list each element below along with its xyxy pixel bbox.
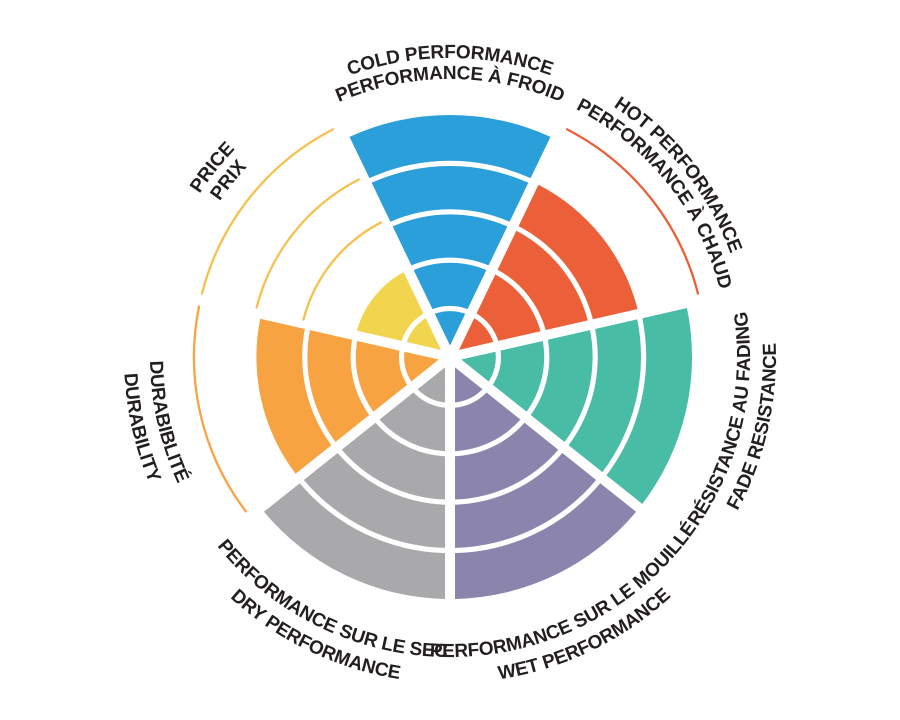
price-ring-4-outline-arc — [255, 178, 360, 309]
price-ring-2-filled — [356, 272, 424, 341]
hot-ring-4-filled — [518, 184, 638, 320]
fade-ring-4-filled — [568, 319, 642, 473]
wet-ring-1-filled — [455, 367, 483, 403]
dry-ring-5-filled — [263, 483, 445, 599]
cold-ring-1-filled — [434, 311, 466, 346]
durability-ring-1-filled — [404, 351, 439, 382]
hot-ring-1-filled — [459, 318, 494, 350]
wet-ring-2-filled — [455, 392, 521, 452]
fade-ring-3-filled — [530, 330, 593, 442]
cold-ring-3-filled — [392, 214, 508, 266]
wet-ring-5-filled — [455, 483, 637, 599]
durability-ring-5-outline-arc — [192, 305, 247, 513]
wet-ring-4-filled — [455, 453, 597, 548]
wet-ring-3-filled — [455, 422, 559, 500]
durability-ring-4-filled — [256, 318, 332, 474]
durability-ring-2-filled — [355, 340, 408, 412]
price-ring-3-outline-arc — [302, 221, 382, 321]
dry-ring-2-filled — [379, 392, 445, 452]
cold-ring-5-filled — [349, 114, 551, 179]
dry-ring-1-filled — [417, 367, 445, 403]
fade-ring-1-filled — [461, 351, 496, 382]
cold-ring-2-filled — [413, 262, 487, 310]
fade-ring-2-filled — [492, 340, 545, 412]
dry-ring-3-filled — [341, 422, 445, 500]
price-ring-5-outline-arc — [200, 128, 335, 295]
fade-ring-5-filled — [606, 308, 692, 504]
hot-ring-2-filled — [476, 274, 541, 341]
cold-ring-4-filled — [371, 165, 529, 222]
hot-ring-5-outline-arc — [565, 128, 700, 295]
dry-ring-4-filled — [303, 453, 445, 548]
price-ring-1-filled — [406, 318, 441, 350]
hot-ring-3-filled — [497, 230, 588, 331]
durability-ring-3-filled — [307, 330, 370, 442]
